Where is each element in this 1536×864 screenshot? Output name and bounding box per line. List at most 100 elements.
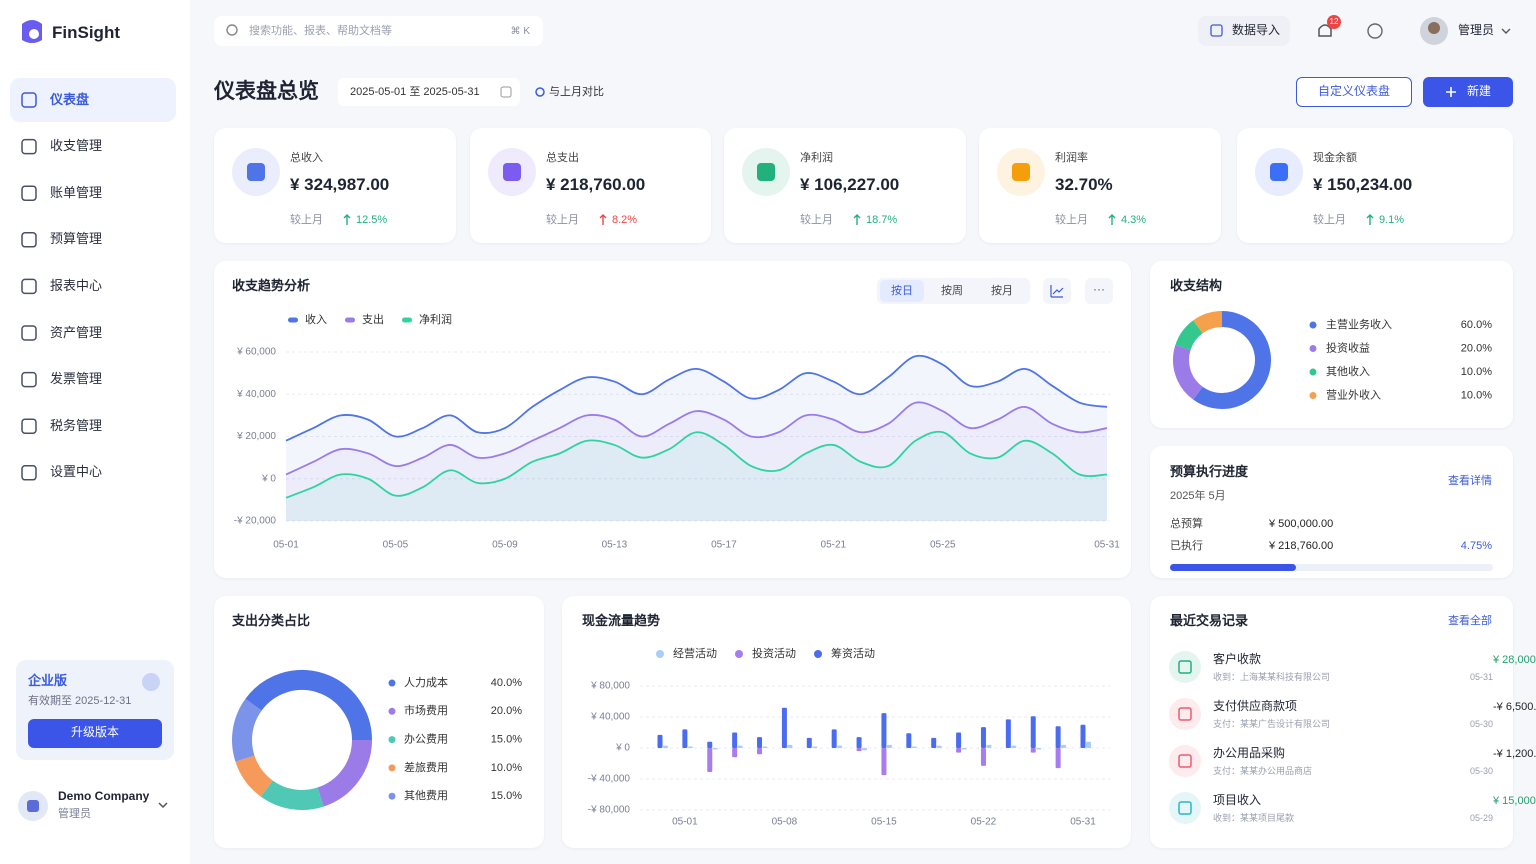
logo-dot bbox=[29, 29, 39, 39]
legend-swatch bbox=[1309, 368, 1317, 376]
bar bbox=[856, 748, 862, 752]
transaction-amount: -¥ 6,500.00 bbox=[1493, 700, 1536, 713]
kpi-value: ¥ 106,227.00 bbox=[800, 174, 900, 194]
bar bbox=[663, 745, 668, 748]
chart-type-button[interactable] bbox=[1043, 278, 1071, 304]
menu-item[interactable]: 资产管理 bbox=[50, 324, 103, 340]
trend-tab[interactable]: 按日 bbox=[891, 284, 913, 297]
budget-link[interactable]: 查看详情 bbox=[1448, 474, 1492, 487]
user-name[interactable]: 管理员 bbox=[1458, 23, 1495, 38]
budget-card bbox=[1150, 446, 1513, 578]
donut-slice bbox=[317, 739, 372, 807]
new-label[interactable]: 新建 bbox=[1467, 84, 1492, 99]
menu-icon bbox=[21, 418, 37, 434]
account-avatar-icon bbox=[27, 800, 39, 812]
y-tick-label: ¥ 0 bbox=[261, 473, 276, 484]
series-area bbox=[286, 355, 1107, 521]
kpi-card bbox=[214, 128, 456, 243]
upgrade-button[interactable] bbox=[28, 719, 162, 748]
menu-icon bbox=[21, 138, 37, 155]
budget-spent: ¥ 218,760.00 bbox=[1269, 539, 1334, 552]
kpi-icon bbox=[503, 163, 521, 181]
y-tick-label: ¥ 40,000 bbox=[590, 712, 630, 723]
customize-label[interactable]: 自定义仪表盘 bbox=[1317, 84, 1390, 99]
transactions-card bbox=[1150, 596, 1513, 848]
bar bbox=[1055, 748, 1061, 769]
kpi-label: 总支出 bbox=[546, 151, 579, 164]
kpi-compare: 较上月 bbox=[290, 213, 323, 226]
data-label: 15.0% bbox=[491, 734, 522, 746]
data-label: 10.0% bbox=[491, 762, 522, 774]
bar bbox=[737, 745, 743, 748]
search-box[interactable] bbox=[214, 16, 543, 46]
legend-label: 其他收入 bbox=[1326, 364, 1370, 378]
x-tick-label: 05-15 bbox=[871, 817, 897, 828]
kpi-change: 12.5% bbox=[356, 213, 388, 226]
chart-title: 支出分类占比 bbox=[232, 612, 311, 628]
import-label[interactable]: 数据导入 bbox=[1232, 23, 1281, 38]
y-tick-label: ¥ 60,000 bbox=[236, 347, 276, 358]
legend-label: 支出 bbox=[362, 312, 384, 326]
kpi-card bbox=[1237, 128, 1513, 243]
menu-item[interactable]: 预算管理 bbox=[50, 231, 103, 247]
transaction-icon bbox=[1178, 801, 1192, 815]
kpi-card bbox=[979, 128, 1221, 243]
legend-label: 其他费用 bbox=[404, 789, 448, 802]
compare-icon bbox=[535, 87, 545, 97]
menu-item[interactable]: 设置中心 bbox=[50, 464, 103, 480]
bar bbox=[956, 732, 962, 748]
menu-item[interactable]: 发票管理 bbox=[50, 371, 103, 387]
kpi-change: 4.3% bbox=[1121, 213, 1147, 226]
transaction-title: 项目收入 bbox=[1213, 793, 1262, 808]
transaction-icon-bg bbox=[1169, 698, 1201, 730]
menu-icon bbox=[21, 278, 37, 295]
compare-toggle[interactable]: 与上月对比 bbox=[549, 85, 604, 98]
bar bbox=[1036, 748, 1042, 750]
plan-title: 企业版 bbox=[28, 672, 68, 688]
donut-slice bbox=[245, 670, 372, 741]
date-range[interactable] bbox=[338, 78, 520, 106]
transaction-date: 05-30 bbox=[1469, 766, 1493, 777]
upgrade-button-label[interactable]: 升级版本 bbox=[70, 725, 119, 740]
trend-tab[interactable]: 按月 bbox=[991, 284, 1013, 297]
plan-icon bbox=[142, 673, 160, 691]
y-tick-label: ¥ 80,000 bbox=[590, 681, 630, 692]
kpi-icon bbox=[1270, 163, 1288, 181]
menu-icon bbox=[21, 185, 37, 201]
x-tick-label: 05-31 bbox=[1094, 540, 1120, 551]
more-button[interactable] bbox=[1085, 278, 1113, 304]
menu-item[interactable]: 收支管理 bbox=[50, 138, 103, 154]
bar bbox=[762, 746, 768, 748]
menu-item[interactable]: 报表中心 bbox=[50, 277, 103, 293]
menu-item[interactable]: 税务管理 bbox=[50, 417, 103, 433]
trend-tab[interactable]: 按周 bbox=[941, 284, 963, 297]
donut-slice bbox=[1193, 311, 1271, 409]
menu-active-bg bbox=[10, 78, 176, 122]
transaction-party: 支付：某某广告设计有限公司 bbox=[1213, 719, 1331, 730]
donut-slice bbox=[235, 754, 273, 797]
x-tick-label: 05-05 bbox=[383, 540, 409, 551]
more-icon: ··· bbox=[1093, 282, 1105, 296]
menu-item[interactable]: 账单管理 bbox=[50, 184, 103, 200]
transaction-party: 支付：某某办公用品商店 bbox=[1213, 766, 1313, 777]
transaction-icon-bg bbox=[1169, 792, 1201, 824]
customize-button[interactable] bbox=[1296, 77, 1412, 107]
cashflow-card bbox=[562, 596, 1131, 848]
new-button[interactable] bbox=[1423, 77, 1513, 107]
legend-label: 投资活动 bbox=[752, 646, 796, 660]
bar bbox=[881, 748, 887, 776]
transactions-link[interactable]: 查看全部 bbox=[1448, 614, 1492, 627]
transaction-amount: -¥ 1,200.00 bbox=[1493, 747, 1536, 760]
x-tick-label: 05-25 bbox=[930, 540, 956, 551]
legend-label: 差旅费用 bbox=[404, 760, 448, 774]
legend-swatch bbox=[345, 317, 355, 323]
y-tick-label: -¥ 40,000 bbox=[588, 774, 631, 785]
menu-icon bbox=[21, 325, 37, 341]
help-icon[interactable] bbox=[1367, 23, 1383, 39]
bell-icon[interactable] bbox=[1318, 24, 1332, 37]
menu-item[interactable]: 仪表盘 bbox=[50, 91, 90, 107]
import-button[interactable] bbox=[1198, 16, 1290, 46]
bar bbox=[1080, 724, 1086, 748]
x-tick-label: 05-01 bbox=[672, 817, 698, 828]
